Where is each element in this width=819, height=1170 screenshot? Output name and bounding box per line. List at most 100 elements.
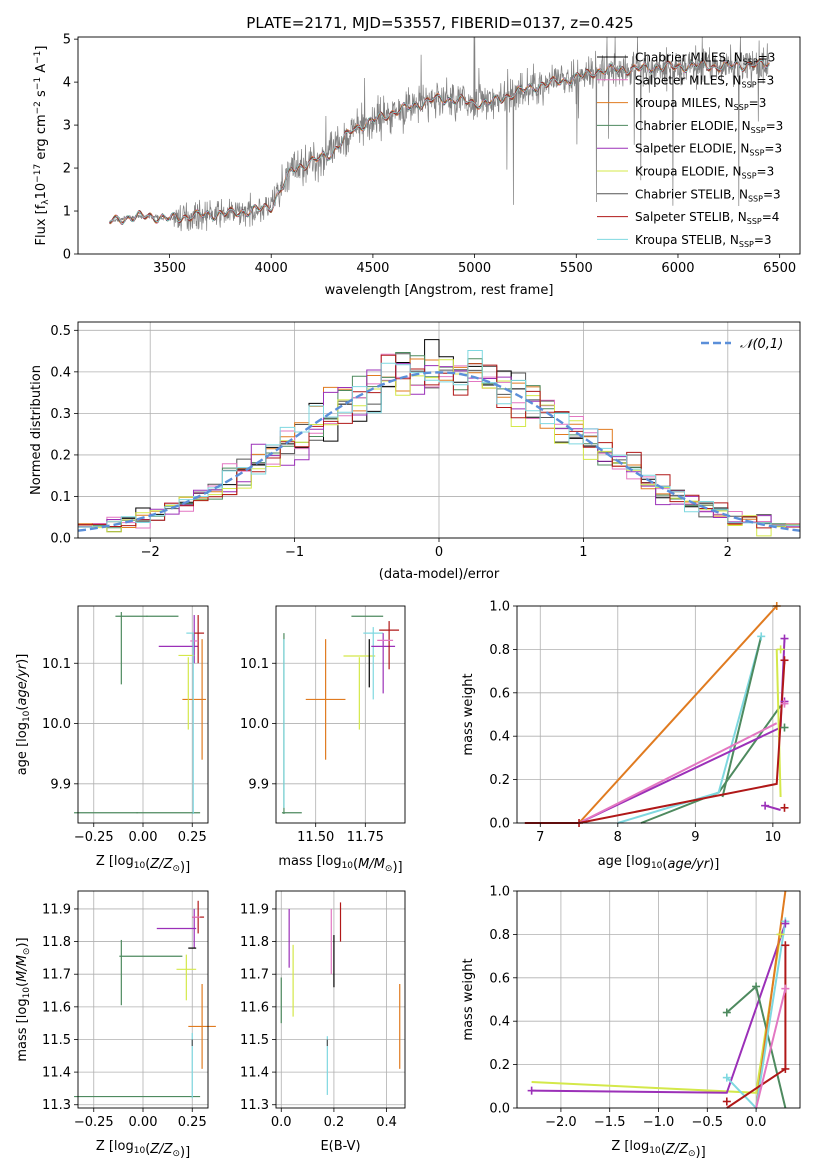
legend-label: Chabrier MILES, NSSP=3 xyxy=(635,51,775,67)
legend-label-suffix: =3 xyxy=(757,165,775,179)
y-tick-label: 11.9 xyxy=(42,902,71,917)
x-axis-label-part: mass [log xyxy=(278,854,341,869)
mass-weight-line xyxy=(775,649,782,798)
y-axis-label-part: −1 xyxy=(33,77,43,90)
y-tick-label: 11.5 xyxy=(240,1033,269,1048)
legend-label-base: Salpeter STELIB, N xyxy=(635,210,747,224)
y-tick-label: 11.3 xyxy=(240,1098,269,1113)
y-tick-label: 0.8 xyxy=(489,643,510,658)
model-spectrum-line xyxy=(109,59,770,225)
x-axis-label-part: (data-model)/error xyxy=(379,567,500,582)
y-axis-label-part: mass [log xyxy=(15,998,30,1061)
x-tick-label: 0.2 xyxy=(324,1115,345,1130)
x-tick-label: 0.00 xyxy=(129,1115,158,1130)
plot-area xyxy=(281,615,400,814)
legend-label-sub: SSP xyxy=(742,80,757,89)
y-axis-label-part: age [log xyxy=(15,722,30,775)
x-axis-label-part: 10 xyxy=(134,861,146,871)
mass-weight-line xyxy=(531,934,782,1094)
y-tick-label: 11.7 xyxy=(240,968,269,983)
x-tick-label: 0.00 xyxy=(129,830,158,845)
y-tick-label: 5 xyxy=(63,33,71,48)
x-tick-label: 6000 xyxy=(661,261,694,276)
y-tick-label: 11.8 xyxy=(240,935,269,950)
y-tick-label: 11.4 xyxy=(240,1066,269,1081)
x-tick-label: 0 xyxy=(435,545,443,560)
normal-reference-line xyxy=(77,371,801,532)
y-axis-label: mass weight xyxy=(461,958,476,1040)
x-tick-label: −0.25 xyxy=(74,1115,114,1130)
mass-weight-line xyxy=(617,636,763,824)
y-tick-label: 10.1 xyxy=(42,657,71,672)
y-axis-label-part: )] xyxy=(15,937,30,947)
panel-residual_hist: −2 −1 0 1 2 0.0 0.1 0.2 0.3 0.4 0.5 (data-model)/er… xyxy=(29,321,801,582)
x-axis-label: age [log10(age/yr)] xyxy=(598,854,720,872)
x-axis-label: mass [log10(M/M⊙)] xyxy=(278,854,402,875)
x-tick-label: 4500 xyxy=(356,261,389,276)
x-tick-label: 6500 xyxy=(763,261,796,276)
x-tick-label: 8 xyxy=(614,830,622,845)
legend-label-base: Chabrier MILES, N xyxy=(635,51,743,65)
x-tick-label: 3500 xyxy=(153,261,186,276)
x-tick-label: −2.0 xyxy=(545,1115,577,1130)
legend-label-suffix: =3 xyxy=(754,233,772,247)
legend-label-base: Kroupa STELIB, N xyxy=(635,233,739,247)
x-tick-label: 4000 xyxy=(255,261,288,276)
y-axis-label-part: 10 xyxy=(22,987,32,999)
y-tick-label: 0.0 xyxy=(489,817,510,832)
legend-label-sub: SSP xyxy=(748,194,763,203)
legend-label-base: Kroupa ELODIE, N xyxy=(635,165,742,179)
x-axis-label-part: E(B-V) xyxy=(320,1139,360,1154)
x-axis-label: wavelength [Angstrom, rest frame] xyxy=(325,283,554,298)
y-tick-label: 11.5 xyxy=(42,1033,71,1048)
axes-frame xyxy=(77,605,209,824)
y-axis-label-part: λ xyxy=(41,199,51,205)
y-tick-label: 11.8 xyxy=(42,935,71,950)
legend-label-sub: SSP xyxy=(751,126,766,135)
axes-frame xyxy=(275,605,406,824)
x-tick-label: −0.5 xyxy=(692,1115,724,1130)
y-tick-label: 4 xyxy=(63,76,71,91)
panel-age_vs_Z: −0.25 0.00 0.259.910.010.1Z [log10(Z/Z⊙)]a… xyxy=(15,605,209,875)
y-tick-label: 11.3 xyxy=(42,1098,71,1113)
x-axis-label-part: ( xyxy=(662,857,667,872)
legend-label-base: Chabrier ELODIE, N xyxy=(635,119,751,133)
legend-label-suffix: =3 xyxy=(749,96,767,110)
x-tick-label: 5000 xyxy=(458,261,491,276)
y-tick-label: 11.9 xyxy=(240,902,269,917)
mass-weight-line xyxy=(640,705,782,824)
plot-area xyxy=(74,900,216,1099)
legend-label: Salpeter ELODIE, NSSP=3 xyxy=(635,142,782,158)
x-tick-label: −1 xyxy=(285,545,304,560)
y-axis-label-part: s xyxy=(34,90,49,101)
x-axis-label-part: )] xyxy=(180,1145,190,1160)
x-axis-label-part: )] xyxy=(696,1145,706,1160)
panel-mass_vs_EBV: 0.0 0.2 0.4 11.3 11.4 11.5 11.6 11.7 11.8 11.9 E(B… xyxy=(240,890,406,1154)
mass-weight-line xyxy=(531,923,787,1094)
y-tick-label: 10.0 xyxy=(42,717,71,732)
y-axis-label-part: ( xyxy=(15,706,30,711)
x-axis-label-part: )] xyxy=(180,860,190,875)
y-tick-label: 11.7 xyxy=(42,968,71,983)
y-tick-label: 0.4 xyxy=(489,730,510,745)
y-tick-label: 11.6 xyxy=(240,1000,269,1015)
legend-label-suffix: =4 xyxy=(762,210,780,224)
x-axis-label-part: Z [log xyxy=(611,1139,649,1154)
histogram-step-line xyxy=(78,354,800,529)
model-spectrum-line xyxy=(109,58,770,224)
y-axis-label-part: Flux [f xyxy=(34,204,49,245)
axes-frame xyxy=(516,890,801,1109)
mass-weight-line xyxy=(524,660,786,824)
y-tick-label: 0.4 xyxy=(489,1015,510,1030)
y-tick-label: 0.6 xyxy=(489,971,510,986)
y-axis-label-part: erg cm xyxy=(34,114,49,163)
y-axis-label: mass [log10(M/M⊙)] xyxy=(15,937,32,1061)
x-axis-label-part: Z/Z xyxy=(149,1142,173,1157)
y-axis-label-part: −2 xyxy=(33,101,43,114)
y-axis-label-part: A xyxy=(34,64,49,77)
y-axis-label-part: ] xyxy=(34,46,49,51)
y-tick-label: 10.0 xyxy=(240,717,269,732)
mass-weight-line xyxy=(755,988,787,1109)
legend-label-base: Salpeter MILES, N xyxy=(635,73,742,87)
panel-mass_vs_Z: −0.25 0.00 0.25 11.3 11.4 11.5 11.6 11.7 11.8 11.… xyxy=(15,890,216,1160)
